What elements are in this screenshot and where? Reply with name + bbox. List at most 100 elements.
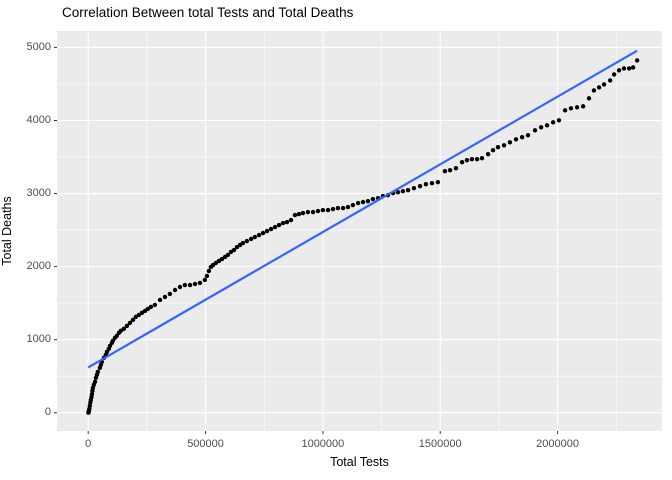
data-point bbox=[453, 166, 459, 171]
data-point bbox=[260, 230, 266, 236]
data-point bbox=[231, 247, 237, 253]
data-point bbox=[525, 133, 531, 138]
data-point bbox=[400, 188, 406, 194]
x-tick-label: 2000000 bbox=[536, 438, 579, 450]
data-point bbox=[92, 379, 98, 384]
data-point bbox=[124, 323, 130, 329]
regression-line bbox=[87, 49, 638, 369]
data-point bbox=[315, 208, 321, 214]
data-point bbox=[601, 82, 607, 87]
data-point bbox=[435, 179, 441, 185]
data-point bbox=[197, 280, 203, 286]
x-tick-label: 1500000 bbox=[418, 438, 462, 450]
data-point bbox=[325, 207, 331, 213]
data-point bbox=[550, 120, 556, 125]
data-point bbox=[167, 291, 173, 297]
data-point bbox=[395, 189, 401, 195]
data-point bbox=[442, 169, 448, 174]
data-point bbox=[568, 106, 574, 111]
chart-title: Correlation Between total Tests and Tota… bbox=[62, 5, 354, 20]
data-point bbox=[355, 200, 361, 206]
x-tick-label: 0 bbox=[85, 438, 92, 450]
data-point bbox=[630, 65, 636, 70]
x-tick-label: 1000000 bbox=[301, 438, 345, 450]
data-point bbox=[485, 151, 491, 157]
data-point bbox=[280, 220, 286, 226]
data-point bbox=[417, 183, 423, 189]
data-point bbox=[490, 148, 496, 153]
data-point bbox=[405, 187, 411, 193]
data-point bbox=[591, 88, 597, 93]
y-tick-label: 4000 bbox=[26, 113, 51, 126]
data-point bbox=[469, 157, 475, 162]
y-tick-label: 1000 bbox=[26, 333, 51, 346]
data-point bbox=[634, 58, 640, 63]
data-point bbox=[513, 137, 519, 142]
y-tick-label: 3000 bbox=[26, 187, 51, 200]
data-point bbox=[192, 281, 198, 287]
data-point bbox=[340, 205, 346, 211]
x-axis-title: Total Tests bbox=[330, 455, 389, 469]
data-point bbox=[121, 326, 127, 332]
data-point bbox=[562, 108, 568, 113]
y-tick-label: 2000 bbox=[26, 260, 51, 273]
data-point bbox=[447, 167, 453, 173]
data-point bbox=[365, 198, 371, 204]
data-point bbox=[157, 297, 163, 303]
plot-panel bbox=[57, 31, 662, 431]
data-point bbox=[248, 236, 254, 242]
data-point bbox=[284, 219, 290, 225]
data-point bbox=[87, 403, 93, 408]
data-point bbox=[206, 268, 212, 274]
data-point bbox=[296, 211, 302, 217]
data-point bbox=[162, 294, 168, 300]
y-tick-label: 5000 bbox=[26, 40, 51, 53]
data-point bbox=[182, 282, 188, 288]
data-point bbox=[177, 284, 183, 290]
data-point bbox=[148, 304, 154, 310]
data-point bbox=[507, 140, 513, 145]
data-point bbox=[459, 160, 465, 165]
data-point bbox=[330, 206, 336, 212]
data-point bbox=[225, 252, 231, 258]
data-point bbox=[187, 282, 193, 288]
data-point bbox=[532, 128, 538, 133]
data-point bbox=[127, 320, 133, 326]
data-point bbox=[580, 104, 586, 109]
data-point bbox=[411, 185, 417, 191]
data-point bbox=[607, 78, 613, 83]
data-point bbox=[544, 123, 550, 128]
data-point bbox=[616, 68, 622, 73]
y-axis-title-text: Total Deaths bbox=[0, 196, 14, 266]
data-point bbox=[204, 273, 210, 279]
data-point bbox=[501, 143, 507, 148]
data-point bbox=[538, 125, 544, 130]
data-point bbox=[574, 105, 580, 110]
data-point bbox=[288, 217, 294, 223]
data-point bbox=[621, 66, 627, 71]
data-point bbox=[626, 66, 632, 71]
data-point bbox=[268, 226, 274, 232]
x-tick-label: 500000 bbox=[187, 438, 224, 450]
data-point bbox=[292, 212, 298, 218]
data-point bbox=[202, 277, 208, 283]
data-point bbox=[310, 209, 316, 215]
data-point bbox=[264, 228, 270, 234]
data-point bbox=[495, 145, 501, 150]
data-point bbox=[345, 204, 351, 210]
data-point bbox=[464, 157, 470, 163]
data-point bbox=[611, 72, 617, 77]
data-point bbox=[276, 222, 282, 228]
y-tick-label: 0 bbox=[44, 406, 51, 419]
data-point bbox=[479, 155, 485, 161]
data-point bbox=[335, 205, 341, 211]
data-point bbox=[350, 202, 356, 208]
data-point bbox=[95, 369, 101, 375]
data-point bbox=[596, 85, 602, 90]
data-point bbox=[240, 240, 246, 246]
data-point bbox=[305, 209, 311, 215]
data-point bbox=[244, 238, 250, 244]
data-point bbox=[252, 234, 258, 240]
